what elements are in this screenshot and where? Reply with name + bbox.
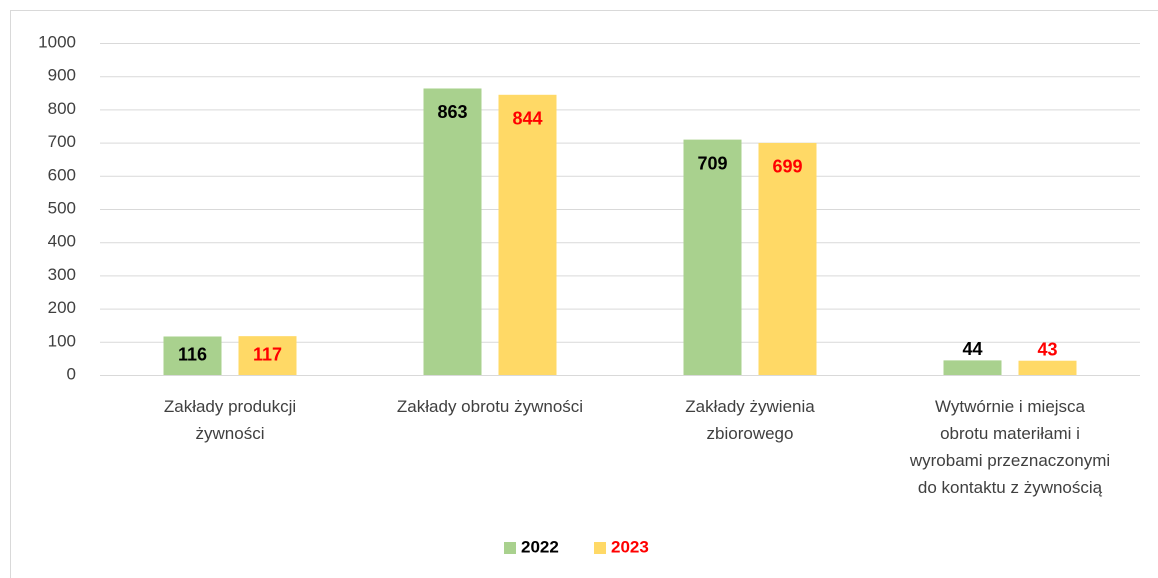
y-tick-label: 300 (48, 265, 76, 284)
y-tick-label: 400 (48, 232, 76, 251)
bar (238, 336, 297, 375)
legend-label: 2022 (521, 537, 559, 556)
y-tick-label: 1000 (38, 32, 76, 51)
bar (943, 360, 1002, 375)
y-tick-label: 600 (48, 165, 76, 184)
x-tick-label: Wytwórnie i miejsca obrotu materiłami i wy… (909, 397, 1110, 497)
x-tick-label: Zakłady żywienia zbiorowego (685, 397, 815, 443)
chart-border (10, 10, 1158, 578)
bar (498, 94, 557, 376)
data-label: 117 (253, 344, 282, 364)
bar (683, 139, 742, 375)
y-tick-label: 200 (48, 298, 76, 317)
legend-swatch (594, 542, 606, 554)
legend-swatch (504, 542, 516, 554)
y-tick-label: 900 (48, 66, 76, 85)
y-tick-label: 500 (48, 198, 76, 217)
data-label: 44 (962, 339, 982, 359)
y-tick-label: 100 (48, 331, 76, 350)
bar (423, 88, 482, 375)
y-tick-label: 800 (48, 99, 76, 118)
bar (163, 336, 222, 375)
bar (1018, 360, 1077, 375)
data-label: 709 (697, 153, 727, 173)
x-tick-label: Zakłady obrotu żywności (397, 397, 583, 416)
data-label: 116 (178, 344, 207, 364)
bar (758, 142, 817, 375)
y-tick-label: 0 (67, 364, 76, 383)
data-label: 844 (512, 109, 542, 129)
data-label: 863 (437, 102, 467, 122)
legend-label: 2023 (611, 537, 649, 556)
x-tick-label: Zakłady produkcji żywności (164, 397, 296, 443)
data-label: 43 (1037, 339, 1057, 359)
data-label: 699 (772, 157, 802, 177)
y-tick-label: 700 (48, 132, 76, 151)
